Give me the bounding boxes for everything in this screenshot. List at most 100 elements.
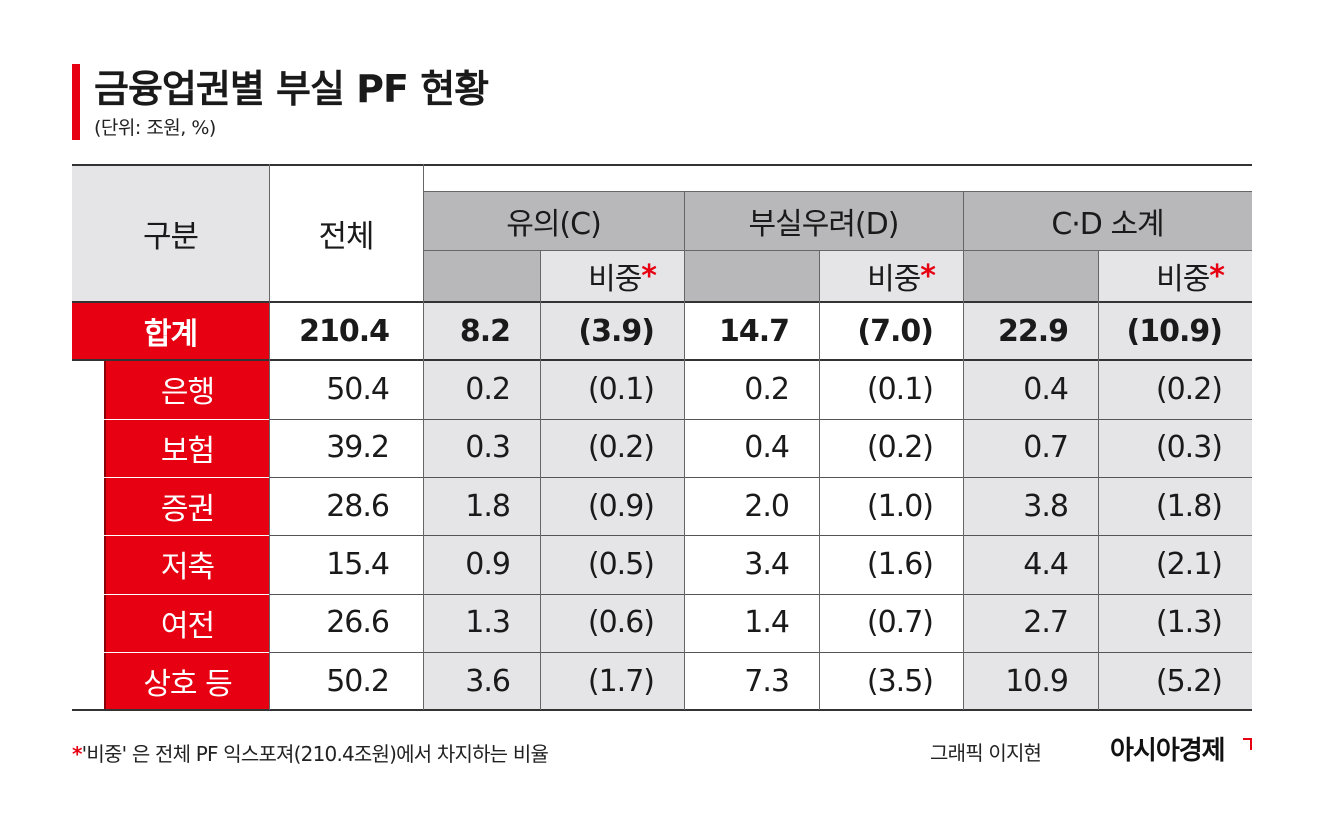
cell-d: 1.4 bbox=[684, 593, 819, 652]
share-label: 비중 bbox=[867, 262, 921, 297]
brand-logo: 아시아경제 bbox=[1110, 736, 1226, 766]
cell-d: 7.3 bbox=[684, 651, 819, 711]
cell-d_share: (0.1) bbox=[819, 360, 963, 419]
cell-total: 210.4 bbox=[269, 302, 423, 361]
cell-c_share: (0.5) bbox=[540, 535, 684, 594]
cell-cd_share: (10.9) bbox=[1098, 302, 1252, 361]
subheader-value-0 bbox=[423, 250, 540, 302]
cell-c_share: (0.9) bbox=[540, 476, 684, 536]
cell-d: 14.7 bbox=[684, 302, 819, 361]
cell-d_share: (1.6) bbox=[819, 535, 963, 594]
header-top-strip bbox=[423, 164, 1252, 191]
cell-c: 3.6 bbox=[423, 651, 540, 711]
col-rule bbox=[423, 164, 424, 711]
row-label: 여전 bbox=[104, 593, 269, 652]
cell-c_share: (0.6) bbox=[540, 593, 684, 652]
cell-cd_share: (1.3) bbox=[1098, 593, 1252, 652]
row-rule bbox=[269, 418, 1252, 420]
subheader-share-1: 비중 * bbox=[819, 250, 963, 302]
row-rule bbox=[269, 535, 1252, 537]
header-bottom-rule bbox=[72, 301, 1252, 303]
row-rule-label bbox=[104, 418, 269, 420]
footnote: *'비중' 은 전체 PF 익스포져(210.4조원)에서 차지하는 비율 bbox=[72, 738, 549, 767]
header-category: 구분 bbox=[72, 164, 269, 302]
cell-total: 50.2 bbox=[269, 651, 423, 711]
cell-cd_share: (5.2) bbox=[1098, 651, 1252, 711]
subheader-value-1 bbox=[684, 250, 819, 302]
col-rule bbox=[819, 250, 820, 711]
cell-d: 2.0 bbox=[684, 476, 819, 536]
share-label: 비중 bbox=[1156, 262, 1210, 297]
group-mid-rule bbox=[423, 250, 1252, 251]
row-label: 보험 bbox=[104, 418, 269, 477]
cell-d: 0.2 bbox=[684, 360, 819, 419]
row-rule-label bbox=[104, 535, 269, 537]
cell-c_share: (1.7) bbox=[540, 651, 684, 711]
cell-d_share: (3.5) bbox=[819, 651, 963, 711]
cell-c: 0.3 bbox=[423, 418, 540, 477]
cell-c: 0.2 bbox=[423, 360, 540, 419]
cell-d_share: (7.0) bbox=[819, 302, 963, 361]
subheader-value-2 bbox=[963, 250, 1098, 302]
row-rule bbox=[269, 651, 1252, 653]
cell-total: 39.2 bbox=[269, 418, 423, 477]
graphic-credit: 그래픽 이지현 bbox=[930, 741, 1042, 765]
cell-cd: 2.7 bbox=[963, 593, 1098, 652]
page-title: 금융업권별 부실 PF 현황 bbox=[94, 67, 489, 111]
pf-table: 구분 전체 유의(C) 부실우려(D) C·D 소계 비중 * 비중 * 비중 * 합계 210.4 8.… bbox=[72, 164, 1252, 714]
cell-c: 1.8 bbox=[423, 476, 540, 536]
header-group-d: 부실우려(D) bbox=[684, 191, 963, 250]
cell-cd: 0.7 bbox=[963, 418, 1098, 477]
share-asterisk: * bbox=[641, 258, 657, 294]
cell-total: 26.6 bbox=[269, 593, 423, 652]
cell-c: 8.2 bbox=[423, 302, 540, 361]
col-rule bbox=[684, 191, 685, 711]
share-asterisk: * bbox=[920, 258, 936, 294]
cell-total: 15.4 bbox=[269, 535, 423, 594]
table-bottom-rule bbox=[72, 709, 1252, 712]
row-rule bbox=[269, 476, 1252, 478]
cell-cd_share: (2.1) bbox=[1098, 535, 1252, 594]
col-rule bbox=[963, 191, 964, 711]
cell-total: 28.6 bbox=[269, 476, 423, 536]
footnote-text: '비중' 은 전체 PF 익스포져(210.4조원)에서 차지하는 비율 bbox=[81, 742, 549, 766]
col-rule bbox=[1098, 250, 1099, 711]
cell-c_share: (0.1) bbox=[540, 360, 684, 419]
sum-bottom-rule bbox=[72, 359, 1252, 362]
row-rule-label bbox=[104, 476, 269, 478]
unit-label: (단위: 조원, %) bbox=[94, 117, 216, 139]
group-top-rule bbox=[423, 191, 1252, 192]
cell-d_share: (0.2) bbox=[819, 418, 963, 477]
col-rule bbox=[269, 164, 270, 711]
cell-c: 1.3 bbox=[423, 593, 540, 652]
cell-c: 0.9 bbox=[423, 535, 540, 594]
subheader-share-2: 비중 * bbox=[1098, 250, 1252, 302]
cell-cd: 22.9 bbox=[963, 302, 1098, 361]
header-group-c: 유의(C) bbox=[423, 191, 684, 250]
cell-d_share: (1.0) bbox=[819, 476, 963, 536]
cell-d: 0.4 bbox=[684, 418, 819, 477]
subheader-share-0: 비중 * bbox=[540, 250, 684, 302]
title-accent-bar bbox=[72, 64, 80, 140]
col-rule bbox=[540, 250, 541, 711]
header-group-cd: C·D 소계 bbox=[963, 191, 1252, 250]
cell-cd_share: (0.3) bbox=[1098, 418, 1252, 477]
cell-cd_share: (0.2) bbox=[1098, 360, 1252, 419]
row-label: 저축 bbox=[104, 535, 269, 594]
brand-mark-icon bbox=[1243, 738, 1252, 750]
footnote-mark: * bbox=[72, 742, 82, 766]
cell-cd: 10.9 bbox=[963, 651, 1098, 711]
row-label: 증권 bbox=[104, 476, 269, 536]
cell-cd: 4.4 bbox=[963, 535, 1098, 594]
row-label: 합계 bbox=[72, 302, 269, 361]
cell-cd_share: (1.8) bbox=[1098, 476, 1252, 536]
cell-c_share: (3.9) bbox=[540, 302, 684, 361]
cell-c_share: (0.2) bbox=[540, 418, 684, 477]
row-rule-label bbox=[104, 593, 269, 595]
share-asterisk: * bbox=[1209, 258, 1225, 294]
share-label: 비중 bbox=[588, 262, 642, 297]
row-label: 상호 등 bbox=[104, 651, 269, 711]
header-total: 전체 bbox=[269, 164, 423, 302]
cell-cd: 3.8 bbox=[963, 476, 1098, 536]
cell-d_share: (0.7) bbox=[819, 593, 963, 652]
